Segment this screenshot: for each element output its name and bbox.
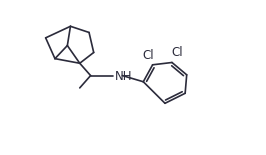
Text: Cl: Cl [172, 46, 183, 59]
Text: NH: NH [115, 70, 132, 83]
Text: Cl: Cl [142, 49, 154, 62]
